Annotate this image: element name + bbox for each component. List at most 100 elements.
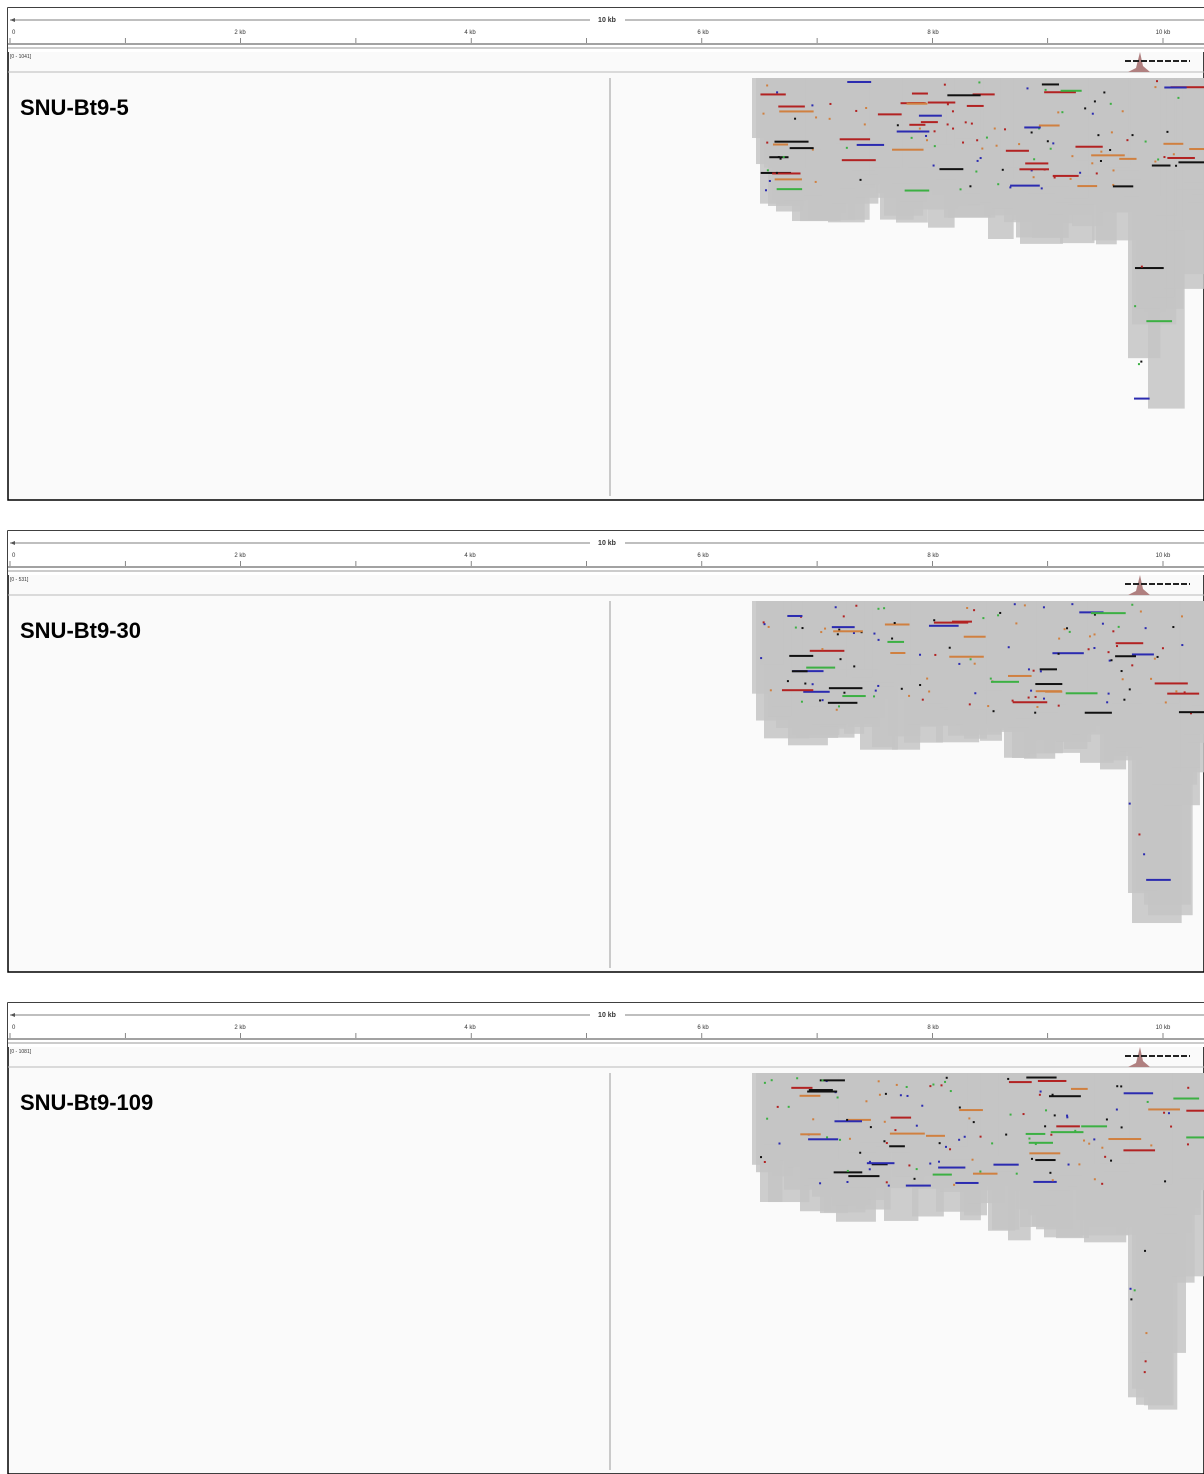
mismatch — [1110, 1160, 1112, 1162]
mismatch — [1053, 175, 1079, 177]
ruler-background — [8, 8, 1204, 52]
mismatch — [1170, 1126, 1172, 1128]
mismatch — [1010, 185, 1040, 187]
mismatch — [1108, 693, 1110, 695]
mismatch — [1116, 642, 1144, 644]
mismatch — [765, 189, 767, 191]
mismatch — [999, 612, 1001, 614]
mismatch — [1031, 131, 1033, 133]
mismatch — [1061, 90, 1082, 92]
tick-label: 4 kb — [464, 1025, 476, 1031]
mismatch — [1156, 80, 1158, 82]
mismatch — [1109, 660, 1111, 662]
tick-label: 8 kb — [927, 553, 939, 559]
mismatch — [890, 652, 905, 654]
mismatch — [1047, 140, 1049, 142]
mismatch — [1134, 1289, 1136, 1291]
mismatch — [906, 1185, 931, 1187]
mismatch — [1164, 86, 1186, 88]
mismatch — [840, 658, 842, 660]
mismatch — [783, 156, 785, 158]
mismatch — [849, 1138, 851, 1140]
mismatch — [928, 102, 955, 104]
read-stack — [1192, 601, 1204, 706]
mismatch — [821, 1079, 823, 1081]
mismatch — [1132, 653, 1154, 655]
panel: 10 kb02 kb4 kb6 kb8 kb10 kb[0 - 1041]SNU… — [8, 8, 1204, 500]
mismatch — [997, 614, 999, 616]
mismatch — [885, 624, 910, 626]
mismatch — [848, 1175, 879, 1177]
mismatch — [1035, 696, 1037, 698]
mismatch — [991, 681, 1019, 683]
mismatch — [804, 683, 806, 685]
mismatch — [1154, 161, 1156, 163]
coverage-range: [0 - 1041] — [10, 54, 32, 60]
mismatch — [1124, 1092, 1153, 1094]
mismatch — [787, 615, 802, 617]
mismatch — [1138, 833, 1140, 835]
mismatch — [812, 1118, 814, 1120]
mismatch — [787, 680, 789, 682]
mismatch — [1103, 91, 1105, 93]
mismatch — [993, 1164, 1018, 1166]
mismatch — [987, 705, 989, 707]
mismatch — [1116, 645, 1118, 647]
mismatch — [933, 165, 935, 167]
mismatch — [842, 159, 876, 161]
mismatch — [914, 1178, 916, 1180]
mismatch — [1066, 627, 1068, 629]
mismatch — [1147, 1101, 1149, 1103]
mismatch — [1167, 157, 1195, 159]
mismatch — [778, 156, 780, 158]
mismatch — [1014, 603, 1016, 605]
mismatch — [801, 701, 803, 703]
mismatch — [832, 626, 855, 628]
mismatch — [860, 179, 862, 181]
mismatch — [792, 670, 808, 672]
tick-label: 10 kb — [1156, 1025, 1171, 1031]
mismatch — [1122, 110, 1124, 112]
mismatch — [835, 606, 837, 608]
mismatch — [875, 690, 877, 692]
mismatch — [1049, 1172, 1051, 1174]
mismatch — [883, 607, 885, 609]
mismatch — [1122, 678, 1124, 680]
mismatch — [1007, 1078, 1009, 1080]
mismatch — [878, 639, 880, 641]
mismatch — [959, 1109, 983, 1111]
mismatch — [767, 169, 769, 171]
mismatch — [1096, 172, 1098, 174]
mismatch — [819, 699, 821, 701]
mismatch — [1143, 853, 1145, 855]
mismatch — [1035, 1159, 1055, 1161]
mismatch — [770, 689, 772, 691]
mismatch — [1002, 169, 1004, 171]
mismatch — [969, 185, 971, 187]
mismatch — [1040, 670, 1042, 672]
mismatch — [776, 172, 778, 174]
ruler-background — [8, 1003, 1204, 1047]
mismatch — [822, 699, 824, 701]
mismatch — [1056, 1125, 1080, 1127]
mismatch — [820, 1079, 845, 1081]
mismatch — [919, 654, 921, 656]
mismatch — [916, 1125, 918, 1127]
mismatch — [974, 692, 976, 694]
mismatch — [974, 663, 976, 665]
mismatch — [953, 1184, 955, 1186]
read-stack — [1192, 78, 1204, 195]
mismatch — [996, 145, 998, 147]
mismatch — [824, 628, 826, 630]
mismatch — [855, 110, 857, 112]
sample-label: SNU-Bt9-5 — [20, 95, 129, 120]
mismatch — [980, 157, 982, 159]
mismatch — [1175, 690, 1177, 692]
mismatch — [760, 1156, 762, 1158]
mismatch — [1008, 646, 1010, 648]
mismatch — [815, 116, 817, 118]
mismatch — [1100, 160, 1102, 162]
mismatch — [1119, 158, 1136, 160]
tick-label: 8 kb — [927, 1025, 939, 1031]
mismatch — [1033, 158, 1035, 160]
